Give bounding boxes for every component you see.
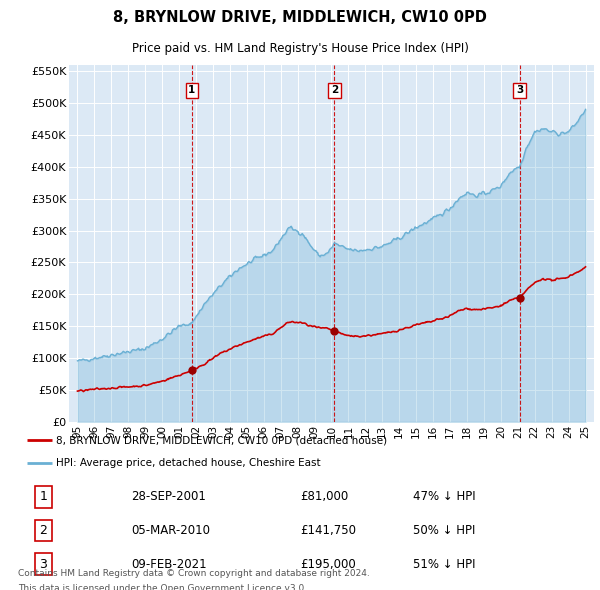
Text: £81,000: £81,000 bbox=[300, 490, 348, 503]
Text: 8, BRYNLOW DRIVE, MIDDLEWICH, CW10 0PD: 8, BRYNLOW DRIVE, MIDDLEWICH, CW10 0PD bbox=[113, 10, 487, 25]
Text: £195,000: £195,000 bbox=[300, 558, 356, 571]
Text: 50% ↓ HPI: 50% ↓ HPI bbox=[413, 524, 475, 537]
Text: 1: 1 bbox=[40, 490, 47, 503]
Text: 28-SEP-2001: 28-SEP-2001 bbox=[131, 490, 206, 503]
Text: 2: 2 bbox=[40, 524, 47, 537]
Text: 2: 2 bbox=[331, 86, 338, 96]
Text: 8, BRYNLOW DRIVE, MIDDLEWICH, CW10 0PD (detached house): 8, BRYNLOW DRIVE, MIDDLEWICH, CW10 0PD (… bbox=[56, 435, 387, 445]
Text: 51% ↓ HPI: 51% ↓ HPI bbox=[413, 558, 475, 571]
Text: This data is licensed under the Open Government Licence v3.0.: This data is licensed under the Open Gov… bbox=[18, 584, 307, 590]
Text: 47% ↓ HPI: 47% ↓ HPI bbox=[413, 490, 475, 503]
Text: Contains HM Land Registry data © Crown copyright and database right 2024.: Contains HM Land Registry data © Crown c… bbox=[18, 569, 370, 578]
Text: Price paid vs. HM Land Registry's House Price Index (HPI): Price paid vs. HM Land Registry's House … bbox=[131, 42, 469, 55]
Text: £141,750: £141,750 bbox=[300, 524, 356, 537]
Text: 1: 1 bbox=[188, 86, 196, 96]
Text: 05-MAR-2010: 05-MAR-2010 bbox=[131, 524, 210, 537]
Text: 09-FEB-2021: 09-FEB-2021 bbox=[131, 558, 206, 571]
Text: 3: 3 bbox=[40, 558, 47, 571]
Text: HPI: Average price, detached house, Cheshire East: HPI: Average price, detached house, Ches… bbox=[56, 458, 320, 468]
Text: 3: 3 bbox=[516, 86, 523, 96]
